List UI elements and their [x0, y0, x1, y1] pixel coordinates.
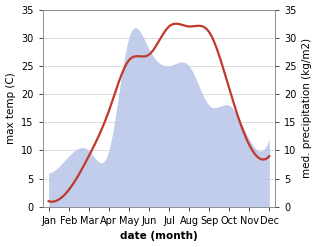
- X-axis label: date (month): date (month): [120, 231, 198, 242]
- Y-axis label: max temp (C): max temp (C): [5, 72, 16, 144]
- Y-axis label: med. precipitation (kg/m2): med. precipitation (kg/m2): [302, 38, 313, 178]
